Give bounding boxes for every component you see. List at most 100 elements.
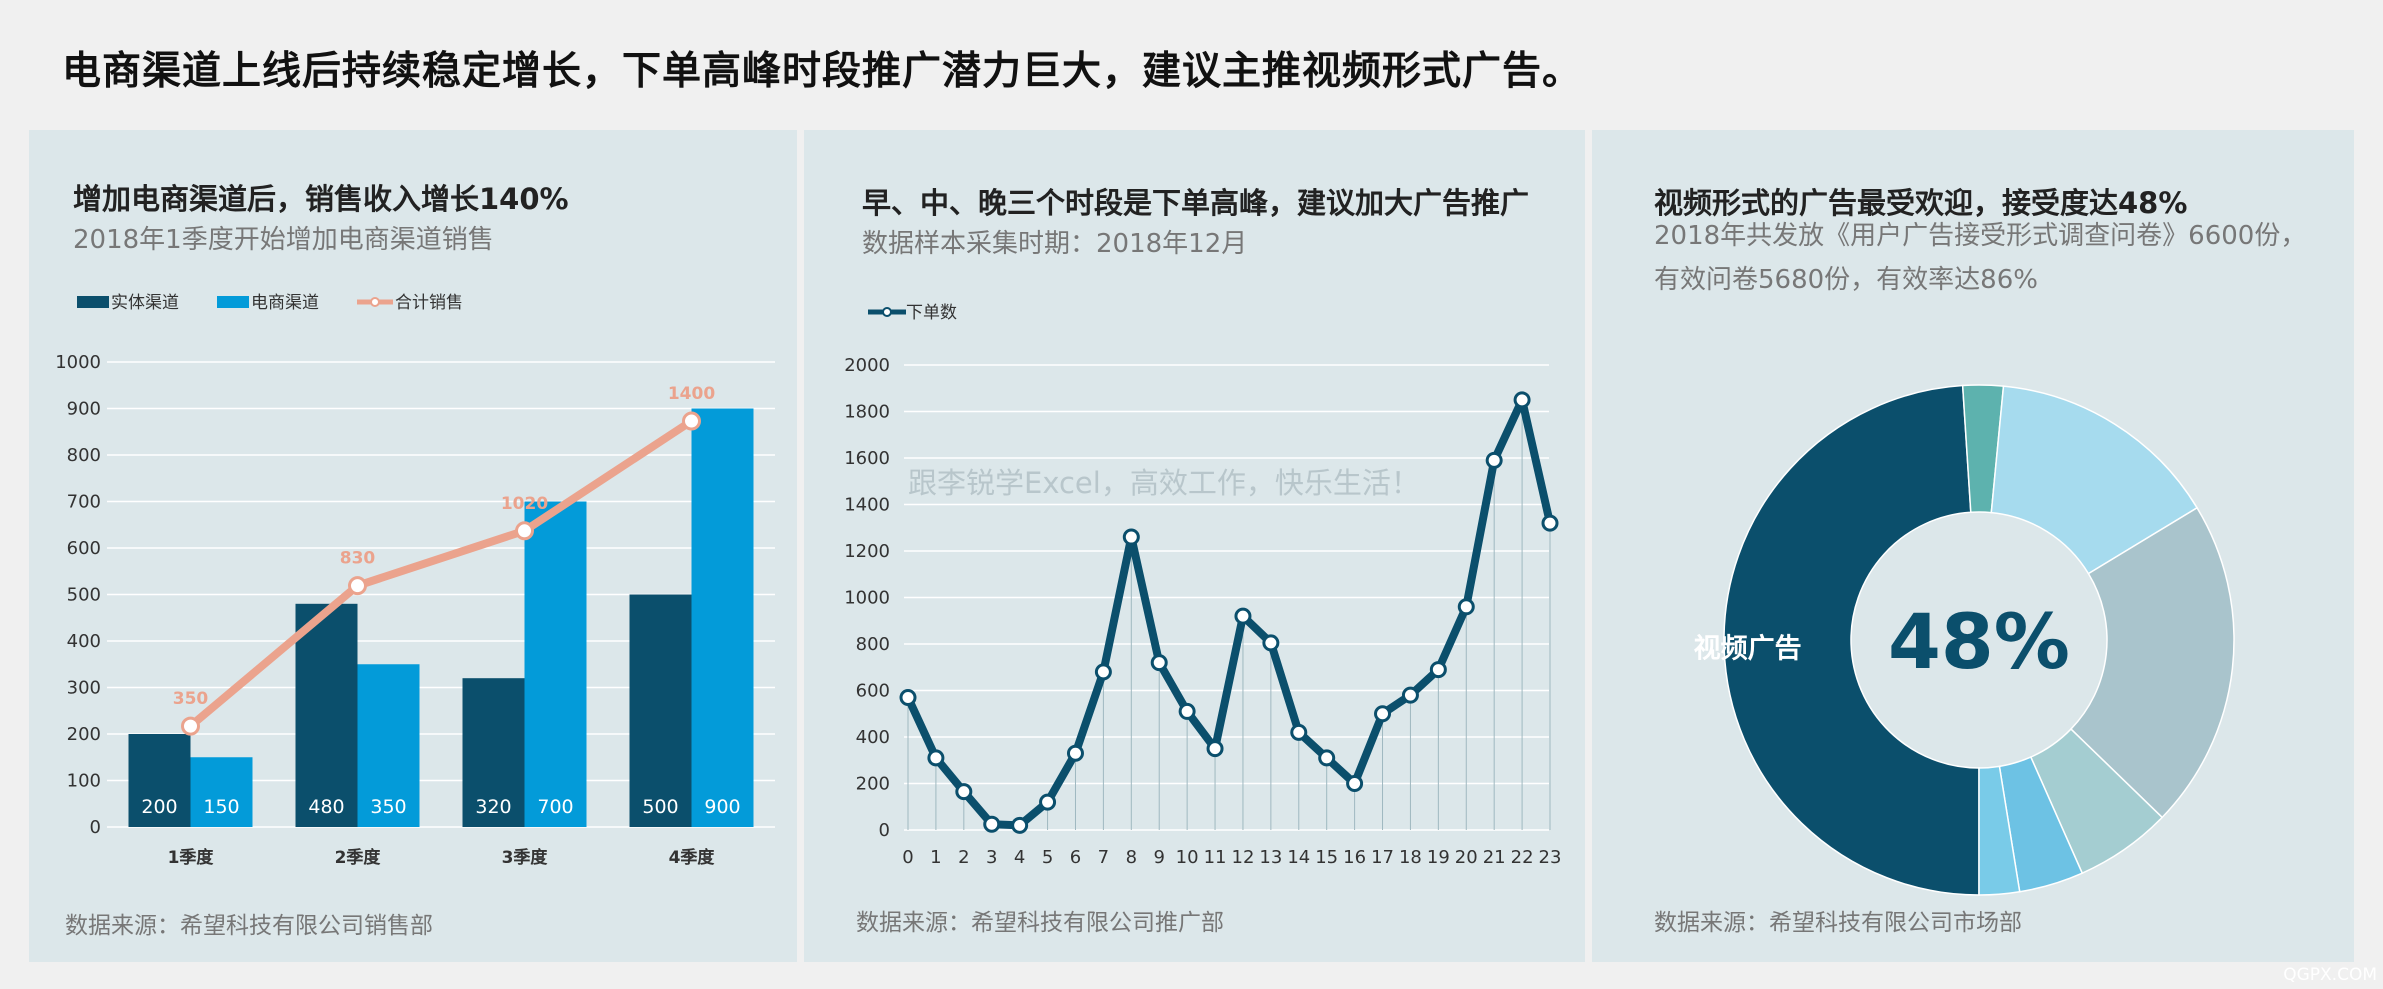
y-tick-label: 1200 <box>844 541 890 562</box>
orders-marker <box>983 815 1001 833</box>
orders-marker <box>1457 598 1475 616</box>
y-tick-label: 600 <box>67 538 101 559</box>
panel2-subtitle: 数据样本采集时期：2018年12月 <box>862 229 1248 259</box>
orders-marker <box>1485 451 1503 469</box>
orders-marker <box>1234 607 1252 625</box>
legend-label: 合计销售 <box>395 293 463 313</box>
y-tick-label: 900 <box>67 399 101 420</box>
bar-physical <box>462 678 525 827</box>
y-tick-label: 700 <box>67 492 101 513</box>
total-sales-label: 1400 <box>668 384 715 404</box>
total-sales-label: 830 <box>340 549 376 569</box>
orders-marker <box>1206 740 1224 758</box>
y-tick-label: 1800 <box>844 402 890 423</box>
x-tick-label: 23 <box>1539 847 1562 868</box>
total-sales-label: 350 <box>173 689 209 709</box>
legend-marker <box>370 297 380 307</box>
y-tick-label: 1000 <box>844 588 890 609</box>
bar-ecommerce <box>357 664 420 827</box>
y-tick-label: 2000 <box>844 355 890 376</box>
panel3-title: 视频形式的广告最受欢迎，接受度达48% <box>1654 186 2188 220</box>
legend-label: 下单数 <box>906 303 957 323</box>
total-sales-marker <box>682 411 701 431</box>
y-tick-label: 200 <box>67 724 101 745</box>
orders-marker <box>1066 744 1084 762</box>
legend-marker <box>882 307 892 317</box>
donut-slice <box>2069 506 2235 819</box>
bar-value-label: 350 <box>370 796 406 818</box>
donut-slice <box>1723 384 1980 896</box>
orders-marker <box>899 688 917 706</box>
panel1-subtitle: 2018年1季度开始增加电商渠道销售 <box>73 225 494 255</box>
x-tick-label: 2季度 <box>335 847 382 868</box>
panel-ad-format-chart: 视频形式的广告最受欢迎，接受度达48% 2018年共发放《用户广告接受形式调查问… <box>1592 130 2354 962</box>
orders-marker <box>1429 661 1447 679</box>
total-sales-line <box>187 417 694 730</box>
x-tick-label: 2 <box>958 847 969 868</box>
x-tick-label: 7 <box>1098 847 1109 868</box>
y-tick-label: 400 <box>67 631 101 652</box>
bar-value-label: 700 <box>537 796 573 818</box>
x-tick-label: 6 <box>1070 847 1081 868</box>
x-tick-label: 13 <box>1259 847 1282 868</box>
y-tick-label: 800 <box>856 634 890 655</box>
y-tick-label: 1600 <box>844 448 890 469</box>
x-tick-label: 0 <box>902 847 913 868</box>
x-tick-label: 12 <box>1232 847 1255 868</box>
y-tick-label: 0 <box>90 817 101 838</box>
x-tick-label: 4季度 <box>669 847 716 868</box>
x-tick-label: 4 <box>1014 847 1025 868</box>
y-tick-label: 1000 <box>55 352 101 373</box>
bar-value-label: 480 <box>308 796 344 818</box>
y-tick-label: 800 <box>67 445 101 466</box>
orders-marker <box>1290 723 1308 741</box>
y-tick-label: 400 <box>856 727 890 748</box>
x-tick-label: 3 <box>986 847 997 868</box>
x-tick-label: 19 <box>1427 847 1450 868</box>
legend-label: 电商渠道 <box>251 293 319 313</box>
orders-marker <box>1011 816 1029 834</box>
orders-marker <box>1262 634 1280 652</box>
y-tick-label: 100 <box>67 771 101 792</box>
bar-physical <box>128 734 191 827</box>
panel-orders-chart: 早、中、晚三个时段是下单高峰，建议加大广告推广 数据样本采集时期：2018年12… <box>804 130 1585 962</box>
orders-line <box>904 395 1554 830</box>
y-tick-label: 0 <box>879 820 890 841</box>
orders-marker <box>1346 775 1364 792</box>
corner-watermark: QGPX.COM <box>2283 965 2377 985</box>
bar-ecommerce <box>190 757 253 827</box>
x-tick-label: 15 <box>1315 847 1338 868</box>
donut-slice-label: 视频广告 <box>1694 633 1802 664</box>
orders-marker <box>1318 749 1336 767</box>
donut-center-value: 48% <box>1888 597 2070 686</box>
orders-marker <box>1401 686 1419 704</box>
donut-slice <box>1990 385 2199 575</box>
x-tick-label: 1季度 <box>168 847 215 868</box>
orders-marker <box>1150 654 1168 672</box>
legend-swatch <box>77 296 109 308</box>
x-tick-label: 14 <box>1287 847 1310 868</box>
x-tick-label: 1 <box>930 847 941 868</box>
panel2-source: 数据来源：希望科技有限公司推广部 <box>856 910 1224 936</box>
orders-marker <box>1513 391 1531 409</box>
y-tick-label: 200 <box>856 774 890 795</box>
orders-marker <box>1122 528 1140 546</box>
orders-marker <box>1178 702 1196 720</box>
y-tick-label: 1400 <box>844 495 890 516</box>
total-sales-marker <box>348 576 367 596</box>
panel3-subtitle-line2: 有效问卷5680份，有效率达86% <box>1654 265 2038 295</box>
y-tick-label: 600 <box>856 681 890 702</box>
x-tick-label: 5 <box>1042 847 1053 868</box>
ad-format-donut-chart: 视频广告 48% <box>1694 384 2235 896</box>
legend-label: 实体渠道 <box>111 293 179 313</box>
bar-value-label: 500 <box>642 796 678 818</box>
x-tick-label: 22 <box>1511 847 1534 868</box>
panel1-source: 数据来源：希望科技有限公司销售部 <box>65 913 433 939</box>
bar-ecommerce <box>524 501 587 827</box>
orders-marker <box>927 749 945 767</box>
y-tick-label: 300 <box>67 678 101 699</box>
total-sales-label: 1020 <box>501 494 548 514</box>
orders-marker <box>1374 705 1392 723</box>
sales-bar-chart: 0 100 200 300 400 500 600 700 800 900 1000 200 150 1季… <box>55 293 775 868</box>
